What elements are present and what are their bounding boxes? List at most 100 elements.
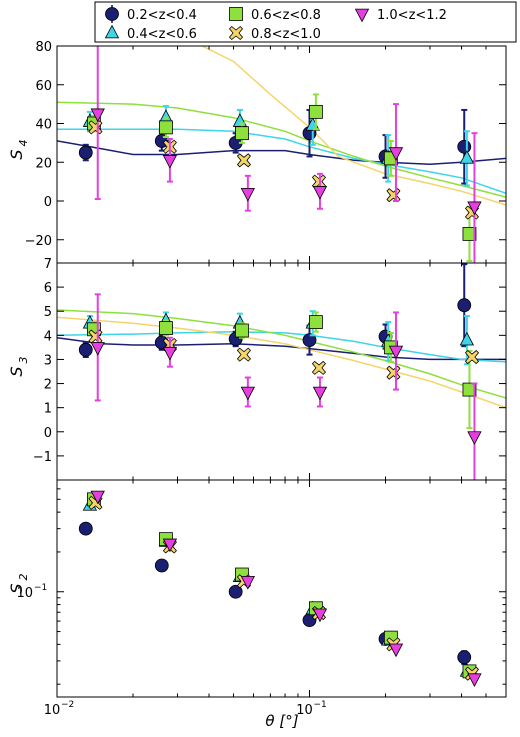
y-tick-label: −20 [25, 234, 52, 249]
x-tick-label: 10 [296, 703, 313, 718]
legend-label: 0.4<z<0.6 [127, 27, 197, 42]
model-line-0.4<z<0.6 [57, 128, 506, 195]
data-point [457, 139, 472, 154]
y-tick-exponent: −1 [34, 583, 47, 593]
data-point [308, 315, 323, 329]
data-point [78, 521, 93, 536]
data-point [462, 227, 477, 241]
data-point [235, 126, 249, 141]
legend-marker [228, 25, 244, 41]
legend-marker [105, 7, 119, 21]
x-tick-label: 10 [44, 703, 61, 718]
y-tick-label: 3 [44, 353, 52, 368]
legend-label: 0.2<z<0.4 [127, 8, 197, 23]
data-point [78, 145, 93, 160]
legend-box [94, 1, 517, 43]
data-point [457, 650, 472, 665]
y-tick-label: 2 [44, 378, 52, 393]
model-line-0.4<z<0.6 [57, 330, 506, 363]
y-tick-label: 1 [44, 402, 52, 417]
data-point [90, 490, 105, 505]
plot-area [57, 46, 506, 263]
y-tick-label: 20 [35, 156, 52, 171]
y-tick-label: 0 [44, 426, 52, 441]
legend-entry: 0.4<z<0.6 [104, 24, 197, 42]
data-point [312, 186, 328, 200]
svg-text:4: 4 [17, 140, 30, 147]
data-point [467, 431, 482, 445]
data-point [236, 347, 251, 362]
svg-text:S: S [7, 366, 26, 376]
panel-s2: 10 −1S2 [7, 479, 507, 698]
legend-label: 0.8<z<1.0 [251, 27, 321, 42]
y-axis-label: S2 [7, 574, 30, 594]
legend-entry: 1.0<z<1.2 [354, 8, 447, 23]
y-axis-label: S3 [7, 357, 30, 377]
model-line-0.2<z<0.4 [57, 140, 506, 165]
legend: 0.2<z<0.4 0.4<z<0.6 0.6<z<0.8 0.8<z<1.0 1.0<… [94, 1, 517, 43]
data-point [162, 538, 178, 553]
data-point [457, 298, 472, 313]
data-point [388, 345, 404, 360]
y-tick-label: 10 [16, 586, 33, 601]
data-point [90, 342, 105, 356]
y-tick-label: 60 [35, 79, 52, 94]
legend-entry: 0.2<z<0.4 [105, 5, 197, 23]
y-tick-label: −1 [33, 450, 52, 465]
data-point [78, 342, 93, 357]
data-point [467, 673, 482, 688]
data-point [302, 333, 317, 348]
data-point [311, 174, 327, 189]
y-tick-label: 7 [44, 257, 52, 272]
data-point [90, 108, 105, 123]
data-point [159, 321, 173, 336]
data-point [235, 323, 249, 338]
data-point [312, 608, 328, 623]
data-point [459, 331, 475, 346]
data-point [386, 188, 401, 203]
svg-text:3: 3 [17, 357, 30, 364]
data-point [154, 558, 169, 573]
data-point [236, 153, 251, 168]
legend-label: 1.0<z<1.2 [377, 8, 447, 23]
y-axis-label: S4 [7, 140, 30, 160]
model-line-0.6<z<0.8 [57, 101, 506, 198]
y-tick-label: 0 [44, 195, 52, 210]
svg-text:S: S [7, 149, 26, 159]
x-axis-label: θ [°] [265, 712, 298, 730]
x-tick-exponent: −2 [61, 700, 74, 710]
x-tick-exponent: −1 [314, 700, 327, 710]
data-point [159, 120, 173, 135]
y-tick-label: 5 [44, 305, 52, 320]
data-point [388, 643, 404, 658]
model-line-0.8<z<1.0 [200, 46, 506, 206]
data-point [228, 584, 243, 599]
y-tick-label: 4 [44, 329, 52, 344]
data-point [459, 150, 475, 164]
data-point [240, 187, 256, 202]
legend-entry: 0.8<z<1.0 [228, 25, 321, 42]
plot-area [57, 263, 506, 480]
svg-text:2: 2 [17, 574, 30, 581]
data-point [311, 360, 327, 375]
legend-marker [354, 8, 370, 23]
data-point [162, 155, 178, 169]
data-point [308, 104, 323, 119]
legend-entry: 0.6<z<0.8 [229, 7, 321, 23]
model-line-0.8<z<1.0 [57, 316, 506, 409]
legend-marker [229, 7, 243, 21]
data-point [388, 147, 404, 161]
y-tick-label: 6 [44, 281, 52, 296]
legend-marker [104, 24, 120, 39]
data-point [312, 386, 328, 401]
axes-frame [56, 45, 507, 264]
axes-frame [56, 479, 507, 698]
data-point [464, 349, 480, 365]
data-point [462, 382, 477, 397]
svg-text:S: S [7, 583, 26, 593]
plot-area [78, 490, 482, 688]
